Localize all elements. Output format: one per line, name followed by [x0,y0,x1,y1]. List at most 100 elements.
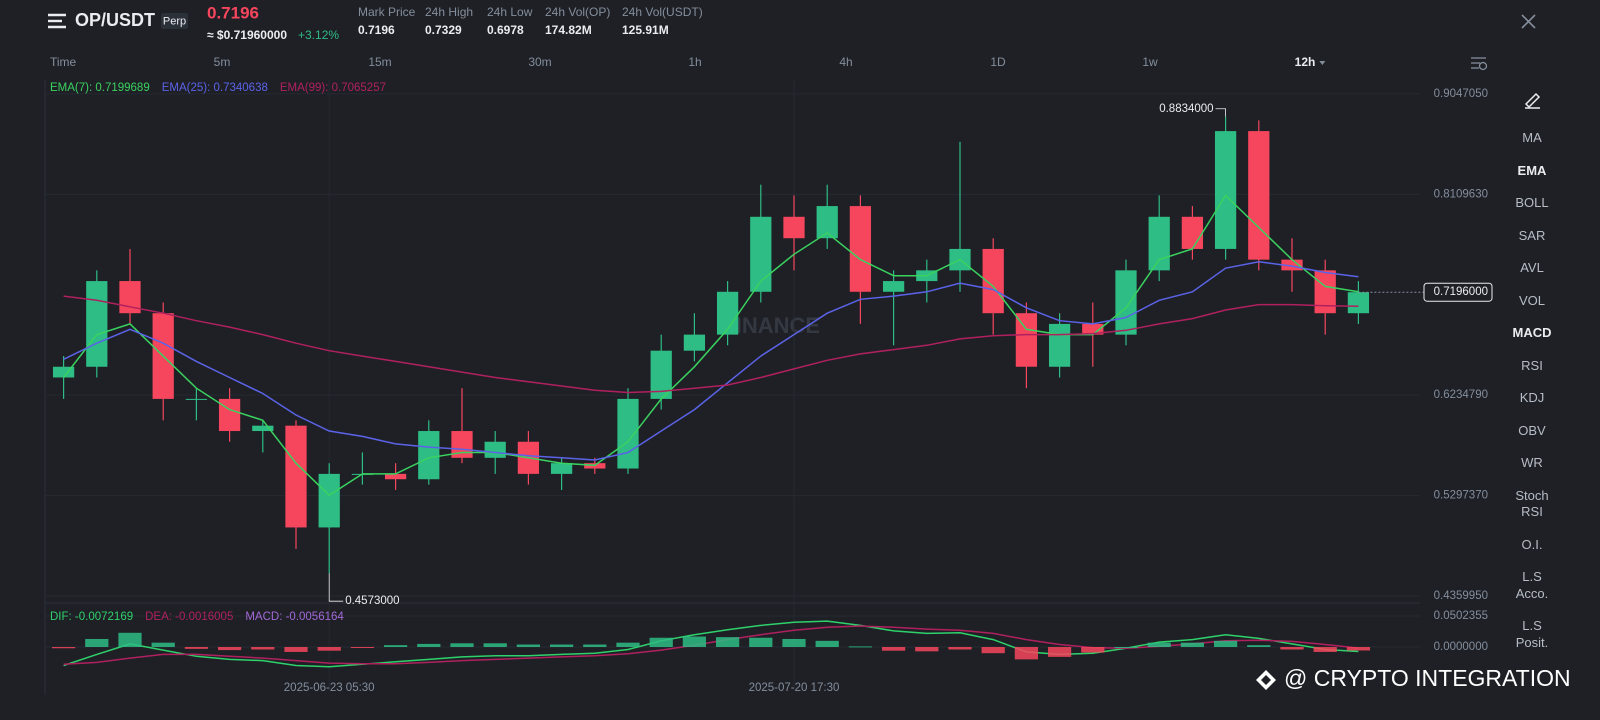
tab[interactable]: 1h [688,55,701,69]
candle-body [1248,131,1270,260]
macd-bar [516,644,541,648]
candle-body [1347,292,1370,314]
macd-bar [616,642,640,648]
menu-icon[interactable] [48,13,66,29]
indicator[interactable]: BOLL [1515,195,1549,210]
y-tick-label: 0.4359950 [1434,590,1488,602]
y-tick-label: 0.9047050 [1434,88,1488,100]
last-price: 0.7196 [207,3,259,22]
stat-label: 24h High [425,5,473,19]
indicator[interactable]: L.S Posit. [1515,618,1549,650]
indicator[interactable]: Stoch RSI [1515,487,1549,520]
macd-bar [715,637,740,648]
macd-bar [1313,647,1337,652]
candle-body [218,398,241,432]
macd-bar [317,647,341,651]
watermark: @ CRYPTO INTEGRATION [1284,665,1571,691]
legend-entry: DIF: -0.0072169 [50,611,133,623]
watermark-logo [1256,670,1276,690]
candle-body [982,248,1004,314]
indicator[interactable]: OBV [1518,422,1546,438]
candle-body [185,398,208,400]
macd-bar [1280,647,1304,650]
tab[interactable]: 1D [990,55,1006,69]
candle-body [1082,323,1104,335]
legend-entry: EMA(99): 0.7065257 [280,82,386,94]
macd-bar [118,632,142,648]
candle-body [1015,313,1038,367]
tab[interactable]: Time [50,55,77,69]
candle-body [650,350,672,399]
indicator[interactable]: L.S Acco. [1515,569,1549,601]
stat-label: Mark Price [358,5,416,19]
draw-tool-icon[interactable] [1524,92,1541,109]
stat-value: 125.91M [622,23,669,37]
max-label: 0.8834000 [1159,103,1213,115]
candle-body [550,463,573,474]
x-tick-label: 2025-07-20 17:30 [749,682,840,694]
indicator[interactable]: SAR [1518,227,1546,243]
price-change: +3.12% [298,28,339,42]
indicator-list: MA EMA BOLL SAR AVL VOL MACD RSI KDJ OBV WR Stoch R… [1508,122,1556,659]
macd-bar [1213,640,1238,648]
tab-caret [1319,61,1326,65]
indicator[interactable]: RSI [1521,357,1543,373]
macd-bar [1247,645,1271,648]
min-label: 0.4573000 [345,595,399,607]
indicator[interactable]: EMA [1517,162,1547,178]
macd-bar [417,643,441,648]
indicator[interactable]: KDJ [1519,390,1545,405]
macd-line [63,620,1359,668]
max-pointer [1215,108,1226,117]
indicator[interactable]: O.I. [1521,536,1543,552]
tab[interactable]: 15m [368,55,391,69]
tab[interactable]: 4h [839,55,852,69]
candle-body [285,425,307,528]
candle-body [716,291,739,335]
macd-bar [450,643,474,648]
macd-bar [1081,647,1105,653]
y-tick-label: 0.5297370 [1434,490,1488,502]
legend-entry: DEA: -0.0016005 [145,611,233,623]
macd-bar [1014,647,1039,660]
stat-label: 24h Vol(USDT) [622,5,703,19]
candle-body [849,206,872,292]
candle-body [1115,270,1137,335]
tab[interactable]: 30m [528,55,551,69]
candle-body [1181,216,1204,249]
tab[interactable]: 1w [1142,55,1158,69]
indicator[interactable]: MA [1522,130,1542,145]
candle-body [1281,259,1303,271]
indicator[interactable]: VOL [1518,292,1545,308]
candle-body [617,398,639,469]
tab[interactable]: 12h [1295,55,1316,69]
macd-bar [184,647,209,649]
candle-body [384,473,407,480]
candle-body [783,216,805,239]
macd-bar [1147,642,1171,648]
candle-body [1048,323,1071,367]
stat-value: 174.82M [545,23,592,37]
y-tick-label: 0.8109630 [1434,188,1488,200]
candle-body [318,473,340,528]
settings-icon[interactable] [1471,57,1488,71]
macd-bar [51,647,76,649]
macd-bar [1180,642,1205,648]
macd-bar [1114,647,1138,649]
candle-body [418,431,440,480]
macd-bar [848,646,873,648]
stat-value: 0.7329 [425,23,462,37]
symbol[interactable]: OP/USDT [75,10,155,30]
macd-bar [583,644,607,648]
macd-bar [815,640,839,648]
indicator[interactable]: AVL [1520,260,1544,275]
indicator[interactable]: MACD [1512,325,1552,340]
close-button[interactable] [1521,14,1536,29]
legend-entry: MACD: -0.0056164 [245,611,344,623]
tab[interactable]: 5m [214,55,231,69]
candle-body [1148,216,1170,271]
indicator[interactable]: WR [1521,455,1543,470]
min-pointer [328,573,344,602]
